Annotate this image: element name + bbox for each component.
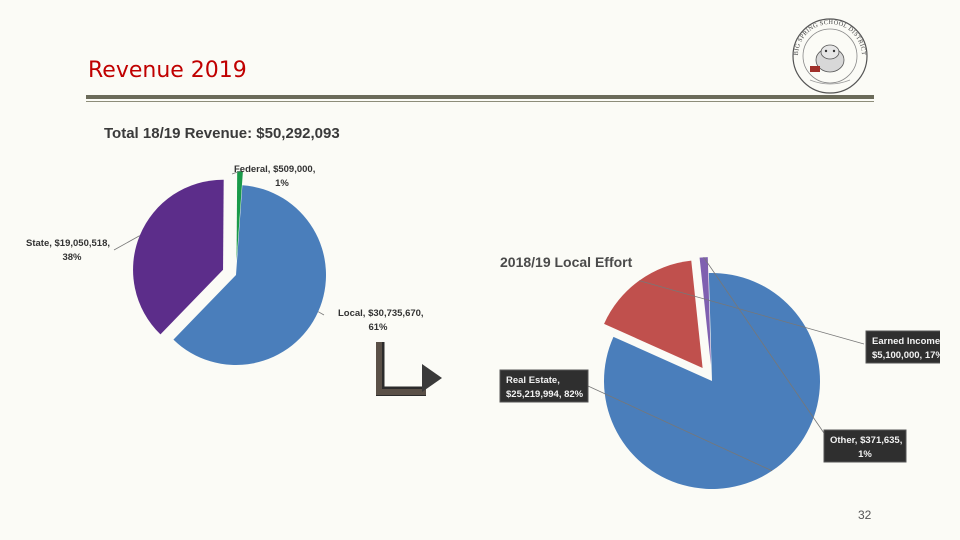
federal-label: Federal, $509,000, xyxy=(234,164,315,175)
earned-income-leader-line xyxy=(639,280,865,345)
slide-title: Revenue 2019 xyxy=(88,58,247,83)
other-label: Other, $371,635, xyxy=(830,435,902,446)
state-label: State, $19,050,518, xyxy=(26,238,110,249)
earned-income-slice xyxy=(604,260,703,369)
other-label-value: 1% xyxy=(858,449,872,460)
federal-leader-line xyxy=(231,170,241,175)
real-estate-label: Real Estate, xyxy=(506,375,560,386)
bent-arrow-icon xyxy=(376,342,442,396)
other-leader-line xyxy=(703,257,827,437)
total-revenue-pie-chart: Total 18/19 Revenue: $50,292,093 Local, … xyxy=(26,125,424,365)
state-label-value: 38% xyxy=(62,252,82,263)
other-label-box xyxy=(823,429,907,463)
title-divider xyxy=(86,95,874,99)
total-revenue-chart-title: Total 18/19 Revenue: $50,292,093 xyxy=(104,125,340,142)
federal-slice xyxy=(236,171,243,262)
real-estate-label-box xyxy=(499,369,589,403)
state-leader-line xyxy=(113,235,140,251)
earned-income-label-value: $5,100,000, 17% xyxy=(872,350,940,361)
district-seal-logo: BIG SPRING SCHOOL DISTRICT xyxy=(792,18,868,94)
local-leader-line xyxy=(317,311,325,316)
page-number: 32 xyxy=(858,508,872,522)
federal-label-value: 1% xyxy=(275,178,289,189)
title-divider-thin xyxy=(86,101,874,102)
local-effort-chart-title: 2018/19 Local Effort xyxy=(500,254,633,270)
state-slice xyxy=(133,179,224,335)
local-label-value: 61% xyxy=(368,322,388,333)
local-effort-pie-chart: 2018/19 Local Effort Real Estate, $25,219… xyxy=(499,254,940,489)
other-slice xyxy=(699,257,711,366)
real-estate-leader-line xyxy=(587,385,773,472)
local-label: Local, $30,735,670, xyxy=(338,308,424,319)
earned-income-label: Earned Income, xyxy=(872,336,940,347)
earned-income-label-box xyxy=(865,330,940,364)
real-estate-slice xyxy=(604,273,820,489)
local-slice xyxy=(173,185,326,365)
real-estate-label-value: $25,219,994, 82% xyxy=(506,389,584,400)
